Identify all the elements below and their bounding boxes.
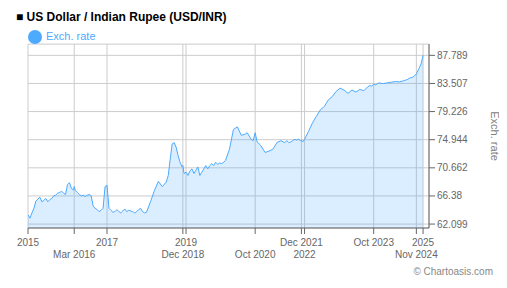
svg-text:2022: 2022 bbox=[293, 249, 316, 260]
svg-text:Mar 2016: Mar 2016 bbox=[53, 249, 96, 260]
svg-text:Oct 2023: Oct 2023 bbox=[353, 237, 394, 248]
html-text:■ US Dollar / Indian Rupee (US: ■ US Dollar / Indian Rupee (USD/INR) bbox=[16, 10, 227, 24]
svg-text:87.789: 87.789 bbox=[437, 50, 468, 61]
svg-text:74.944: 74.944 bbox=[437, 134, 468, 145]
svg-text:2017: 2017 bbox=[96, 237, 119, 248]
svg-text:62.099: 62.099 bbox=[437, 219, 468, 230]
svg-text:2019: 2019 bbox=[175, 237, 198, 248]
svg-text:Dec 2021: Dec 2021 bbox=[280, 237, 323, 248]
html-text:© Chartoasis.com: © Chartoasis.com bbox=[413, 266, 493, 277]
svg-text:Exch. rate: Exch. rate bbox=[489, 111, 499, 161]
svg-text:Oct 2020: Oct 2020 bbox=[235, 249, 276, 260]
html-text:Exch. rate: Exch. rate bbox=[46, 30, 96, 42]
svg-text:Dec 2018: Dec 2018 bbox=[161, 249, 204, 260]
svg-text:2025: 2025 bbox=[412, 237, 435, 248]
svg-text:70.662: 70.662 bbox=[437, 162, 468, 173]
svg-text:79.226: 79.226 bbox=[437, 106, 468, 117]
svg-text:83.507: 83.507 bbox=[437, 78, 468, 89]
svg-text:2015: 2015 bbox=[17, 237, 40, 248]
svg-text:66.38: 66.38 bbox=[437, 190, 462, 201]
svg-text:Nov 2024: Nov 2024 bbox=[395, 249, 438, 260]
